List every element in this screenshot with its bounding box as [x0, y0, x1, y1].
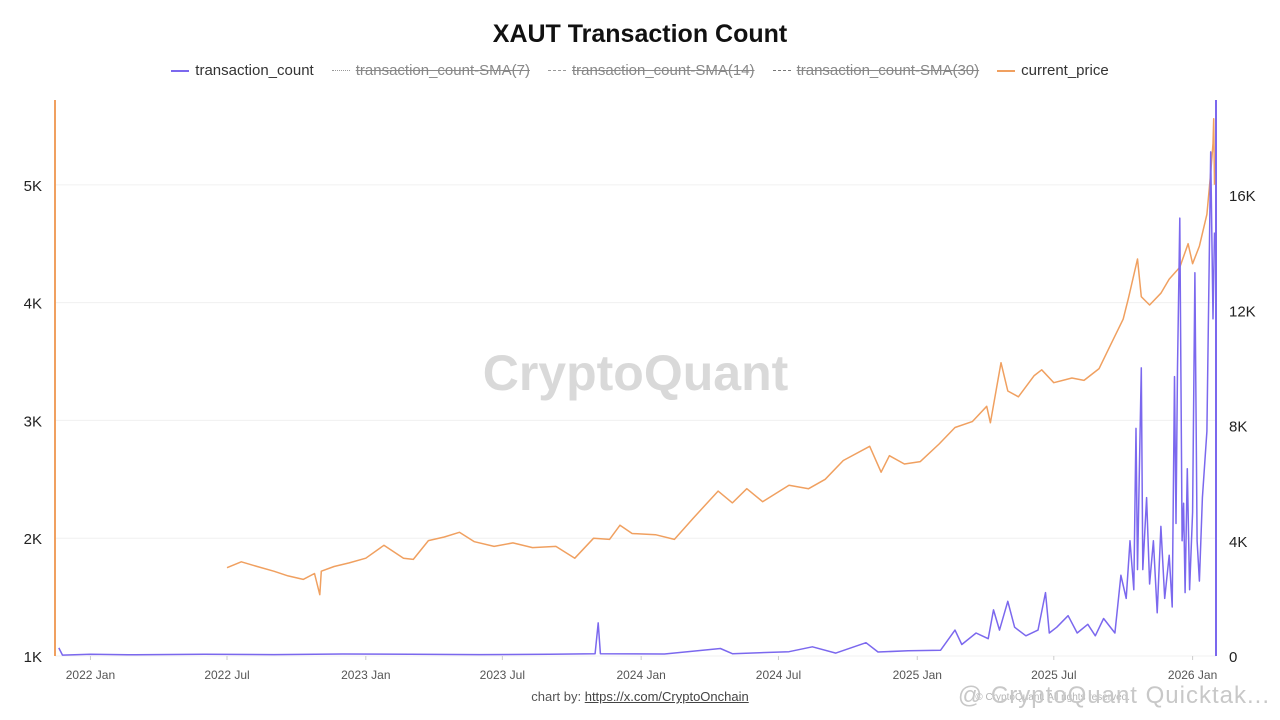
legend-swatch	[997, 69, 1016, 72]
chart-footer: chart by: https://x.com/CryptoOnchain	[0, 689, 1280, 704]
legend-item-current-price[interactable]: current_price	[997, 62, 1109, 79]
right-tick-label: 16K	[1229, 188, 1256, 205]
x-tick-label: 2024 Jul	[756, 668, 801, 682]
legend: transaction_count transaction_count-SMA(…	[0, 62, 1280, 79]
x-tick-label: 2022 Jan	[66, 668, 115, 682]
x-tick-label: 2025 Jul	[1031, 668, 1076, 682]
legend-item-sma14[interactable]: transaction_count-SMA(14)	[547, 62, 755, 79]
right-tick-label: 8K	[1229, 419, 1247, 436]
right-tick-label: 0	[1229, 649, 1237, 666]
chart-title: XAUT Transaction Count	[492, 20, 788, 48]
legend-item-sma7[interactable]: transaction_count-SMA(7)	[331, 62, 530, 79]
footer-prefix: chart by:	[531, 689, 585, 704]
x-tick-label: 2024 Jan	[616, 668, 665, 682]
left-tick-label: 4K	[24, 296, 42, 313]
legend-label: current_price	[1021, 62, 1109, 79]
left-tick-label: 1K	[24, 649, 42, 666]
left-tick-label: 3K	[24, 413, 42, 430]
legend-label: transaction_count-SMA(14)	[571, 62, 755, 79]
legend-swatch	[772, 70, 791, 71]
legend-swatch	[331, 70, 350, 71]
legend-swatch	[547, 70, 566, 71]
legend-label: transaction_count-SMA(30)	[796, 62, 980, 79]
x-tick-label: 2026 Jan	[1168, 668, 1217, 682]
right-tick-label: 12K	[1229, 303, 1256, 320]
x-tick-label: 2023 Jul	[480, 668, 525, 682]
corner-watermark: @ CryptoQuant Quicktak...	[957, 682, 1270, 709]
left-tick-label: 5K	[24, 178, 42, 195]
legend-item-sma30[interactable]: transaction_count-SMA(30)	[772, 62, 980, 79]
legend-item-transaction-count[interactable]: transaction_count	[171, 62, 314, 79]
series-line-transaction-count	[58, 151, 1216, 656]
x-tick-label: 2025 Jan	[893, 668, 942, 682]
copyright-watermark: © CryptoQuant. All rights reserved.	[975, 692, 1130, 703]
chart-watermark: CryptoQuant	[483, 345, 789, 401]
x-tick-label: 2022 Jul	[204, 668, 249, 682]
legend-label: transaction_count	[195, 62, 314, 79]
legend-label: transaction_count-SMA(7)	[355, 62, 530, 79]
x-tick-label: 2023 Jan	[341, 668, 390, 682]
legend-swatch	[171, 69, 190, 72]
right-tick-label: 4K	[1229, 534, 1247, 551]
footer-link[interactable]: https://x.com/CryptoOnchain	[584, 689, 749, 704]
left-tick-label: 2K	[24, 531, 42, 548]
series-line-current-price	[226, 118, 1216, 596]
